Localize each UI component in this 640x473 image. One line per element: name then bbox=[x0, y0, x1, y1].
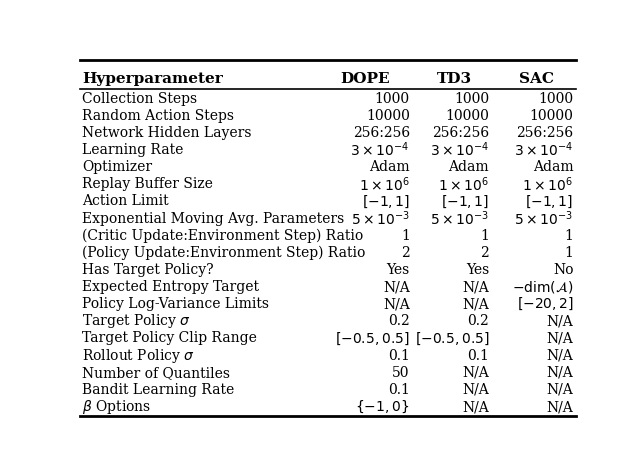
Text: Number of Quantiles: Number of Quantiles bbox=[83, 366, 230, 380]
Text: Collection Steps: Collection Steps bbox=[83, 92, 198, 105]
Text: Expected Entropy Target: Expected Entropy Target bbox=[83, 280, 259, 294]
Text: Target Policy Clip Range: Target Policy Clip Range bbox=[83, 332, 257, 345]
Text: Yes: Yes bbox=[387, 263, 410, 277]
Text: 2: 2 bbox=[401, 246, 410, 260]
Text: 1: 1 bbox=[564, 246, 573, 260]
Text: 50: 50 bbox=[392, 366, 410, 380]
Text: N/A: N/A bbox=[547, 349, 573, 363]
Text: Action Limit: Action Limit bbox=[83, 194, 169, 209]
Text: $5 \times 10^{-3}$: $5 \times 10^{-3}$ bbox=[430, 209, 489, 228]
Text: $1 \times 10^{6}$: $1 \times 10^{6}$ bbox=[522, 175, 573, 193]
Text: $\beta$ Options: $\beta$ Options bbox=[83, 398, 152, 416]
Text: 0.1: 0.1 bbox=[467, 349, 489, 363]
Text: $[-0.5, 0.5]$: $[-0.5, 0.5]$ bbox=[335, 330, 410, 347]
Text: $1 \times 10^{6}$: $1 \times 10^{6}$ bbox=[438, 175, 489, 193]
Text: N/A: N/A bbox=[463, 280, 489, 294]
Text: 0.1: 0.1 bbox=[388, 383, 410, 397]
Text: Optimizer: Optimizer bbox=[83, 160, 152, 174]
Text: DOPE: DOPE bbox=[340, 72, 390, 86]
Text: $1 \times 10^{6}$: $1 \times 10^{6}$ bbox=[358, 175, 410, 193]
Text: Has Target Policy?: Has Target Policy? bbox=[83, 263, 214, 277]
Text: N/A: N/A bbox=[383, 297, 410, 311]
Text: 1: 1 bbox=[564, 228, 573, 243]
Text: 1: 1 bbox=[481, 228, 489, 243]
Text: 10000: 10000 bbox=[530, 109, 573, 123]
Text: Adam: Adam bbox=[533, 160, 573, 174]
Text: Policy Log-Variance Limits: Policy Log-Variance Limits bbox=[83, 297, 269, 311]
Text: N/A: N/A bbox=[547, 383, 573, 397]
Text: N/A: N/A bbox=[463, 366, 489, 380]
Text: SAC: SAC bbox=[519, 72, 554, 86]
Text: Exponential Moving Avg. Parameters: Exponential Moving Avg. Parameters bbox=[83, 211, 345, 226]
Text: $\{-1, 0\}$: $\{-1, 0\}$ bbox=[355, 399, 410, 415]
Text: $[-0.5, 0.5]$: $[-0.5, 0.5]$ bbox=[415, 330, 489, 347]
Text: Replay Buffer Size: Replay Buffer Size bbox=[83, 177, 213, 191]
Text: (Critic Update:Environment Step) Ratio: (Critic Update:Environment Step) Ratio bbox=[83, 228, 364, 243]
Text: Random Action Steps: Random Action Steps bbox=[83, 109, 234, 123]
Text: 1: 1 bbox=[401, 228, 410, 243]
Text: N/A: N/A bbox=[547, 315, 573, 328]
Text: 10000: 10000 bbox=[366, 109, 410, 123]
Text: $[-1, 1]$: $[-1, 1]$ bbox=[525, 193, 573, 210]
Text: $5 \times 10^{-3}$: $5 \times 10^{-3}$ bbox=[515, 209, 573, 228]
Text: Rollout Policy $\sigma$: Rollout Policy $\sigma$ bbox=[83, 347, 195, 365]
Text: $5 \times 10^{-3}$: $5 \times 10^{-3}$ bbox=[351, 209, 410, 228]
Text: 1000: 1000 bbox=[538, 92, 573, 105]
Text: Bandit Learning Rate: Bandit Learning Rate bbox=[83, 383, 235, 397]
Text: 256:256: 256:256 bbox=[353, 126, 410, 140]
Text: Adam: Adam bbox=[369, 160, 410, 174]
Text: 1000: 1000 bbox=[454, 92, 489, 105]
Text: 1000: 1000 bbox=[374, 92, 410, 105]
Text: Adam: Adam bbox=[449, 160, 489, 174]
Text: $[-20, 2]$: $[-20, 2]$ bbox=[516, 296, 573, 312]
Text: N/A: N/A bbox=[547, 366, 573, 380]
Text: $3 \times 10^{-4}$: $3 \times 10^{-4}$ bbox=[430, 140, 489, 159]
Text: N/A: N/A bbox=[547, 400, 573, 414]
Text: Learning Rate: Learning Rate bbox=[83, 143, 184, 157]
Text: N/A: N/A bbox=[463, 297, 489, 311]
Text: TD3: TD3 bbox=[437, 72, 472, 86]
Text: 0.1: 0.1 bbox=[388, 349, 410, 363]
Text: 10000: 10000 bbox=[445, 109, 489, 123]
Text: N/A: N/A bbox=[547, 332, 573, 345]
Text: N/A: N/A bbox=[383, 280, 410, 294]
Text: Hyperparameter: Hyperparameter bbox=[83, 72, 223, 86]
Text: 0.2: 0.2 bbox=[467, 315, 489, 328]
Text: (Policy Update:Environment Step) Ratio: (Policy Update:Environment Step) Ratio bbox=[83, 245, 366, 260]
Text: No: No bbox=[553, 263, 573, 277]
Text: Network Hidden Layers: Network Hidden Layers bbox=[83, 126, 252, 140]
Text: N/A: N/A bbox=[463, 383, 489, 397]
Text: $[-1, 1]$: $[-1, 1]$ bbox=[362, 193, 410, 210]
Text: $[-1, 1]$: $[-1, 1]$ bbox=[441, 193, 489, 210]
Text: Target Policy $\sigma$: Target Policy $\sigma$ bbox=[83, 312, 191, 330]
Text: 256:256: 256:256 bbox=[516, 126, 573, 140]
Text: 0.2: 0.2 bbox=[388, 315, 410, 328]
Text: $-\mathrm{dim}(\mathcal{A})$: $-\mathrm{dim}(\mathcal{A})$ bbox=[512, 279, 573, 295]
Text: 256:256: 256:256 bbox=[432, 126, 489, 140]
Text: $3 \times 10^{-4}$: $3 \times 10^{-4}$ bbox=[514, 140, 573, 159]
Text: Yes: Yes bbox=[466, 263, 489, 277]
Text: $3 \times 10^{-4}$: $3 \times 10^{-4}$ bbox=[351, 140, 410, 159]
Text: 2: 2 bbox=[481, 246, 489, 260]
Text: N/A: N/A bbox=[463, 400, 489, 414]
